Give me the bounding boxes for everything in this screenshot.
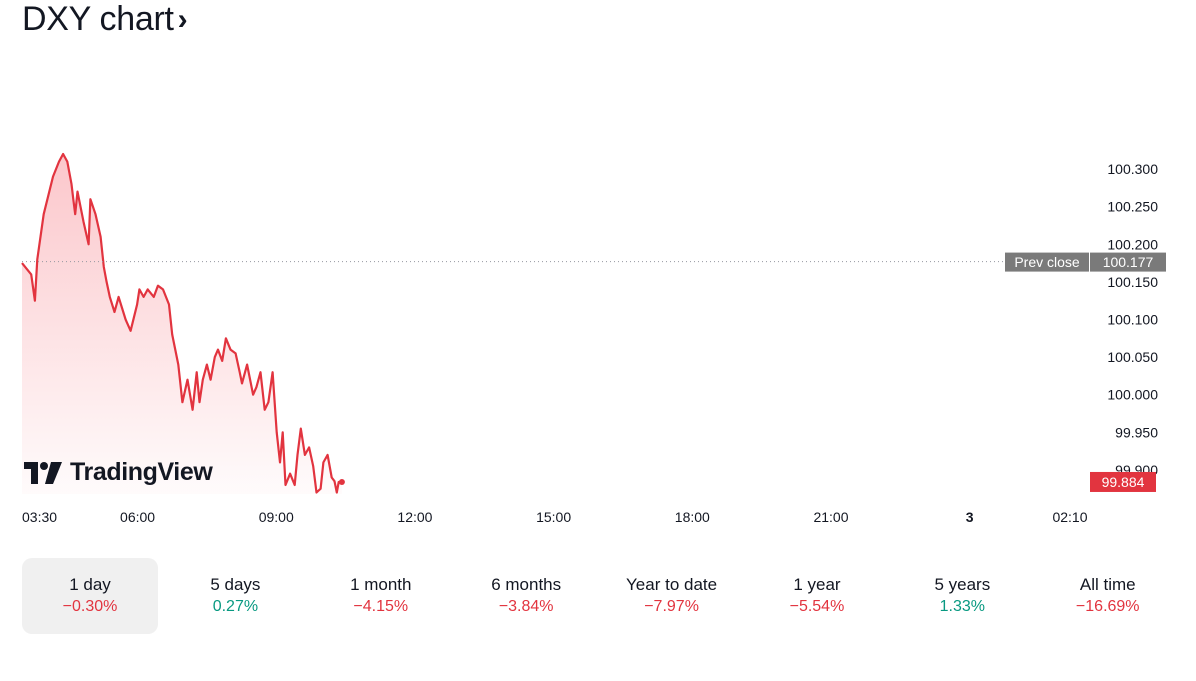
- period-change: 0.27%: [212, 598, 259, 615]
- tradingview-wordmark: TradingView: [70, 458, 213, 486]
- chart-title-link[interactable]: DXY chart ›: [22, 0, 188, 39]
- y-tick-label: 99.950: [1115, 424, 1158, 440]
- period-change: −5.54%: [789, 598, 845, 615]
- period-change: −0.30%: [62, 598, 118, 615]
- period-label: 1 year: [793, 575, 841, 594]
- y-tick-label: 100.300: [1107, 161, 1158, 177]
- x-tick-label: 15:00: [536, 509, 571, 525]
- x-tick-label: 06:00: [120, 509, 155, 525]
- period-6-months[interactable]: 6 months −3.84%: [458, 558, 594, 634]
- last-point-marker: [338, 478, 345, 485]
- x-tick-label: 03:30: [22, 509, 57, 525]
- chevron-right-icon: ›: [177, 2, 188, 36]
- last-price-badge-bg: [1090, 471, 1156, 492]
- y-tick-label: 100.000: [1107, 387, 1158, 403]
- tradingview-logo-icon: [24, 461, 62, 484]
- period-change: −3.84%: [498, 598, 554, 615]
- price-chart[interactable]: 100.300 100.250 100.200 100.150 100.100 100.0…: [0, 0, 1196, 545]
- period-label: 1 day: [69, 575, 111, 594]
- period-change: 1.33%: [939, 598, 986, 615]
- series-line: [21, 152, 342, 494]
- x-tick-label: 09:00: [259, 509, 294, 525]
- period-change: −4.15%: [353, 598, 409, 615]
- y-tick-label: 100.200: [1107, 236, 1158, 252]
- period-1-day[interactable]: 1 day −0.30%: [22, 558, 158, 634]
- x-tick-label: 18:00: [675, 509, 710, 525]
- period-year-to-date[interactable]: Year to date −7.97%: [604, 558, 740, 634]
- period-change: −16.69%: [1075, 598, 1140, 615]
- period-5-days[interactable]: 5 days 0.27%: [167, 558, 303, 634]
- prev-close-value: 100.177: [1103, 254, 1154, 270]
- tradingview-watermark: TradingView: [24, 458, 213, 487]
- last-price-badge: 99.884: [1102, 474, 1145, 490]
- period-label: 5 days: [210, 575, 261, 594]
- period-1-year[interactable]: 1 year −5.54%: [749, 558, 885, 634]
- y-tick-label: 100.100: [1107, 312, 1158, 328]
- series-area-fill: [22, 154, 342, 494]
- y-tick-label: 100.250: [1107, 199, 1158, 215]
- period-1-month[interactable]: 1 month −4.15%: [313, 558, 449, 634]
- page-title: DXY chart: [22, 0, 174, 38]
- period-all-time[interactable]: All time −16.69%: [1040, 558, 1176, 634]
- prev-close-label: Prev close: [1014, 254, 1080, 270]
- y-tick-label: 100.150: [1107, 274, 1158, 290]
- period-change: −7.97%: [644, 598, 699, 615]
- period-label: All time: [1079, 575, 1136, 594]
- y-tick-label: 100.050: [1107, 349, 1158, 365]
- period-label: 1 month: [350, 575, 412, 594]
- x-tick-label: 21:00: [813, 509, 848, 525]
- period-5-years[interactable]: 5 years 1.33%: [894, 558, 1030, 634]
- x-tick-label: 02:10: [1052, 509, 1087, 525]
- period-label: 5 years: [934, 575, 991, 594]
- x-tick-label: 12:00: [397, 509, 432, 525]
- period-label: 6 months: [491, 575, 562, 594]
- period-label: Year to date: [626, 575, 718, 594]
- period-selector: 1 day −0.30% 5 days 0.27% 1 month −4.15%…: [22, 558, 1182, 634]
- x-tick-label: 3: [966, 509, 974, 525]
- prev-close-label-bg: [1005, 252, 1089, 272]
- prev-close-value-bg: [1090, 252, 1166, 272]
